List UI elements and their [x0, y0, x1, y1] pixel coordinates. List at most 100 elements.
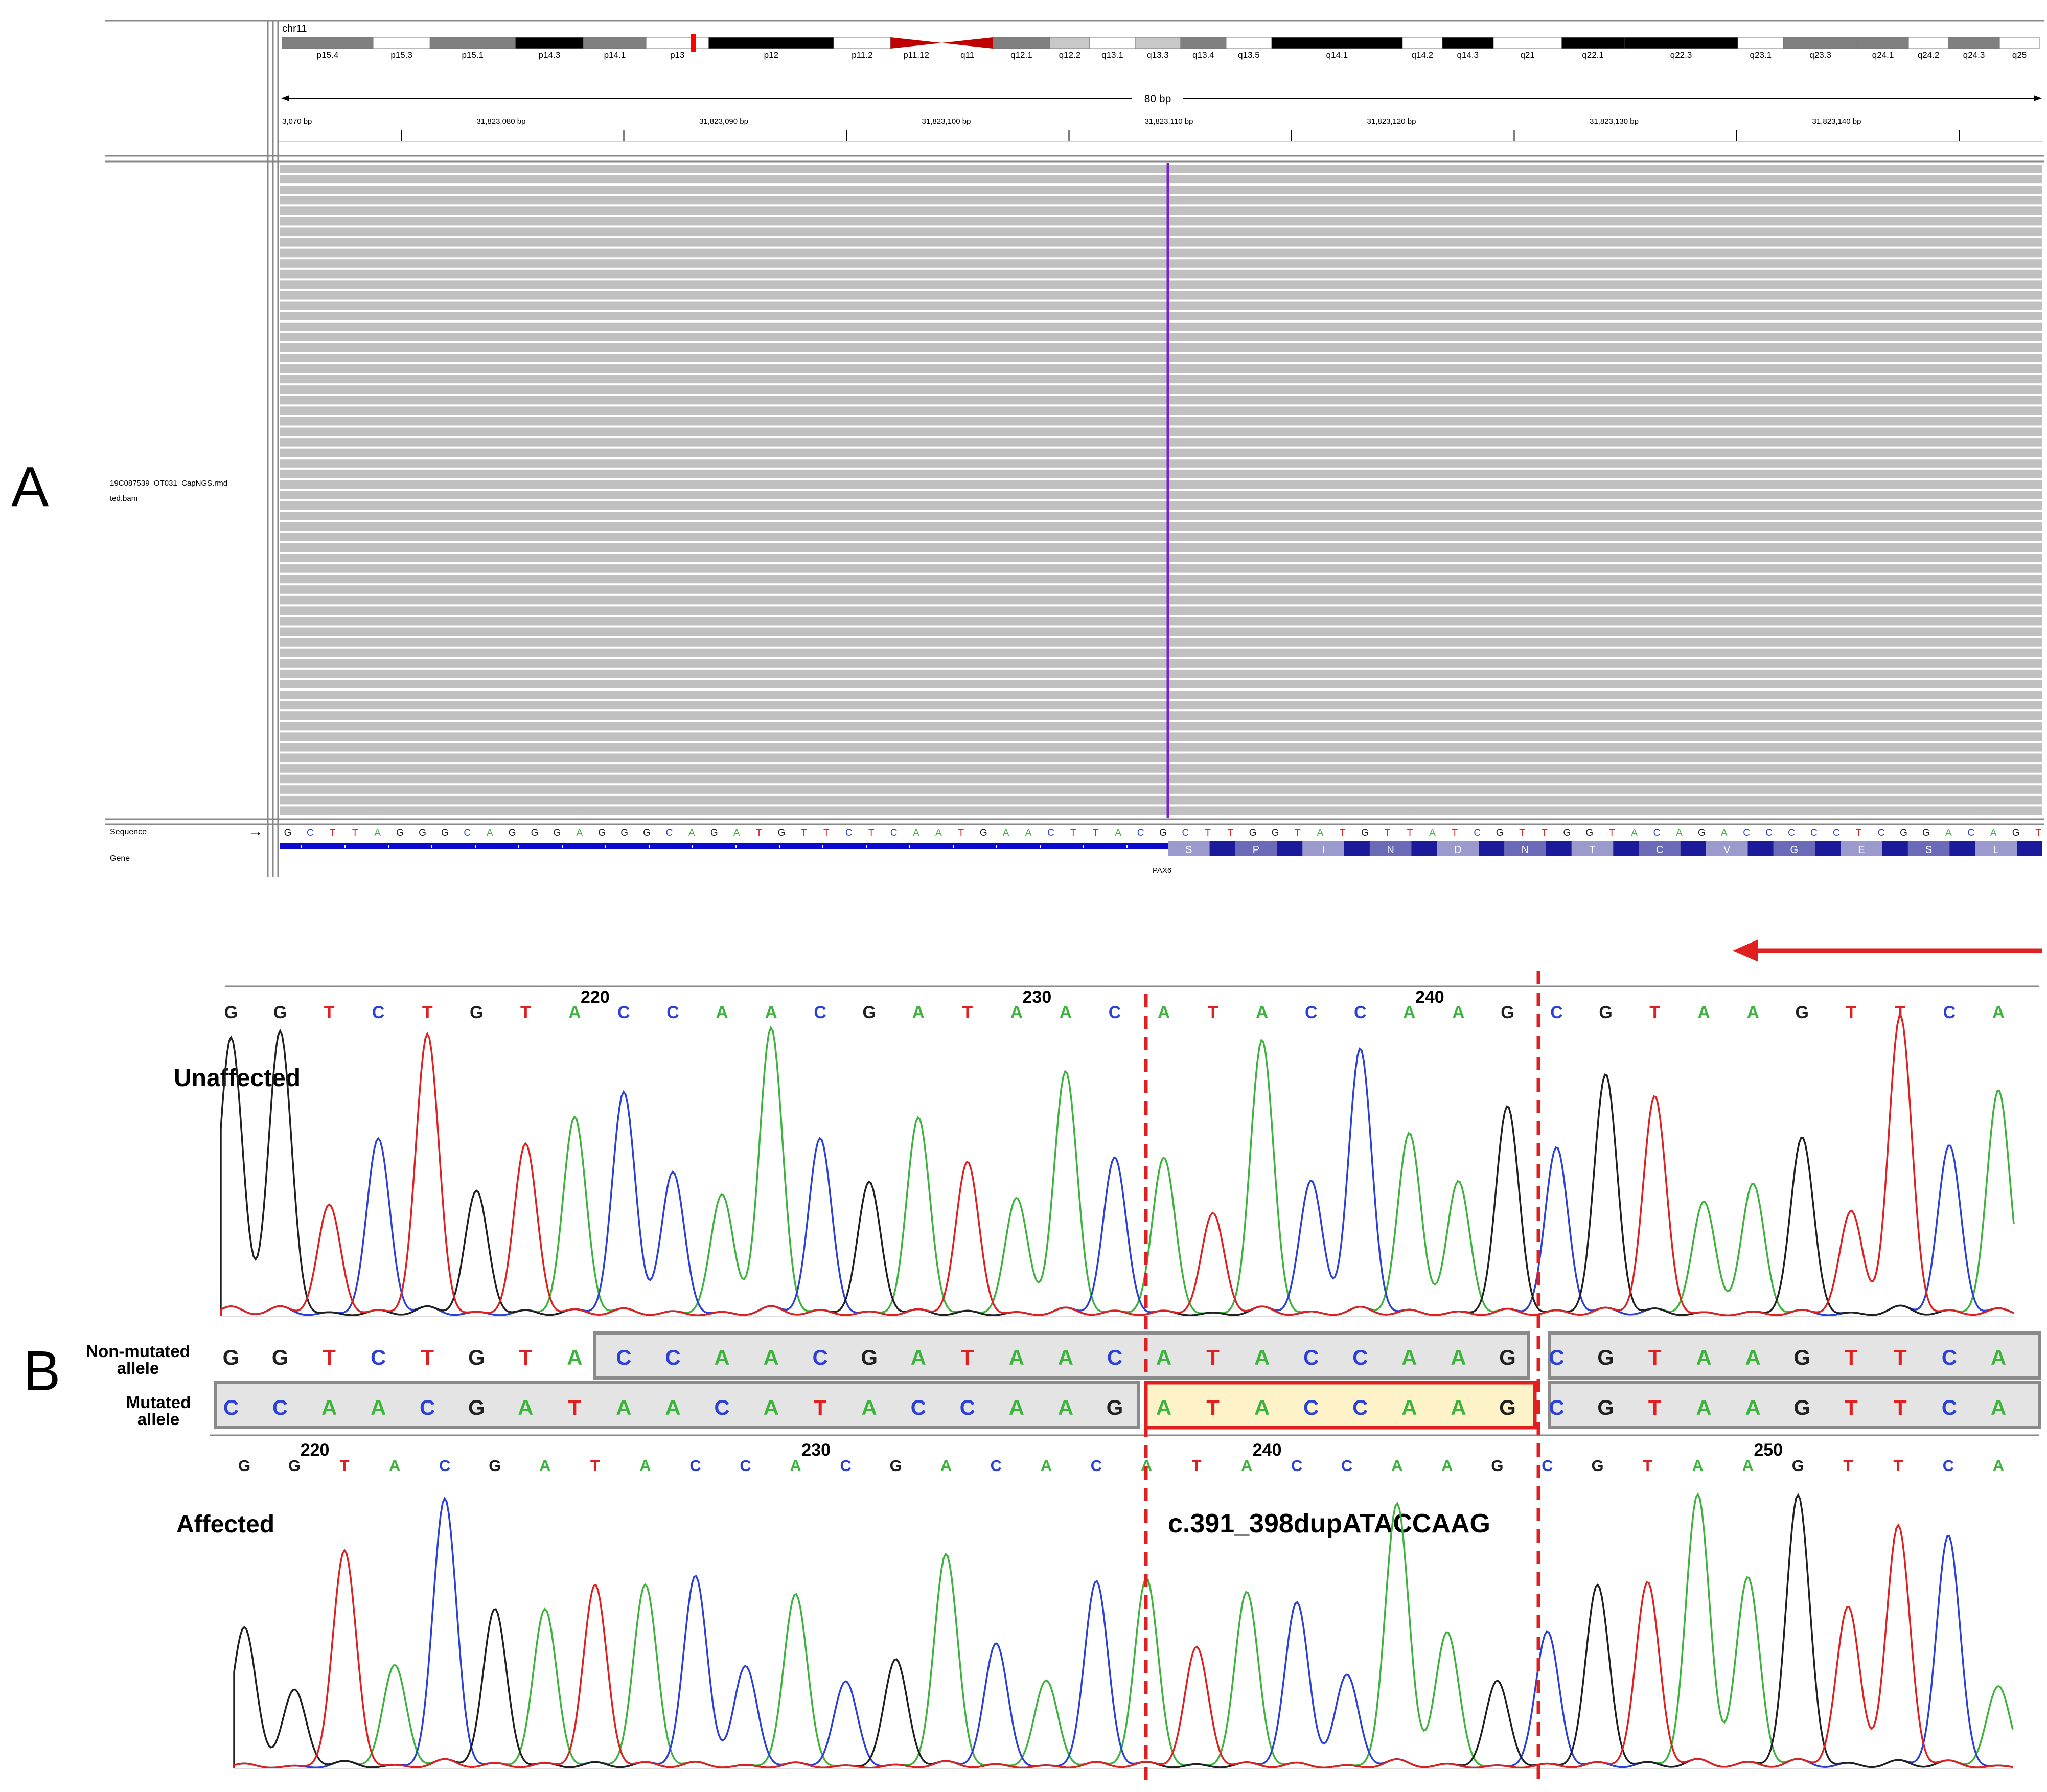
base-call: A	[763, 1345, 778, 1369]
base-call: C	[617, 1003, 630, 1022]
affected-chromatogram-trace	[233, 1492, 2014, 1769]
reference-base: G	[1698, 828, 1706, 838]
base-call: A	[1746, 1003, 1759, 1022]
reference-base: A	[733, 828, 740, 838]
ideogram-band	[1271, 37, 1403, 49]
trace-c	[220, 1047, 2014, 1317]
position-label: 230	[1023, 987, 1052, 1007]
base-call: G	[238, 1457, 250, 1475]
base-call: C	[1352, 1345, 1368, 1369]
ruler-tick-label: 31,823,110 bp	[1145, 117, 1193, 126]
reference-base: G	[1249, 828, 1257, 838]
base-call: A	[714, 1345, 729, 1369]
band-label: p14.1	[604, 50, 626, 60]
band-label: q14.1	[1326, 50, 1348, 60]
reference-base: T	[823, 828, 830, 838]
base-call: A	[862, 1395, 877, 1419]
amino-acid: N	[1522, 844, 1529, 856]
ideogram-band	[1049, 37, 1090, 49]
base-call: G	[861, 1345, 878, 1369]
nonmutated-label-line2: allele	[117, 1359, 159, 1377]
aligned-read	[280, 459, 2042, 468]
reference-base: A	[1115, 828, 1121, 838]
amino-acid: E	[1858, 844, 1865, 856]
amino-acid: N	[1387, 844, 1394, 856]
aligned-read	[280, 606, 2042, 615]
reference-base: C	[1878, 828, 1885, 838]
base-call: A	[1391, 1457, 1402, 1475]
ideogram-band	[1737, 37, 1784, 49]
ideogram-band	[646, 37, 709, 49]
base-call: A	[1441, 1457, 1453, 1475]
reference-base: T	[1227, 828, 1233, 838]
base-call: C	[812, 1345, 827, 1369]
amino-acid: V	[1723, 844, 1731, 856]
trace-t	[220, 1015, 2014, 1317]
ideogram-band	[1089, 37, 1136, 49]
base-call: A	[763, 1395, 778, 1419]
base-call: T	[1895, 1003, 1905, 1022]
base-call: C	[1942, 1345, 1957, 1369]
reference-base: A	[1631, 828, 1638, 838]
reference-base: A	[688, 828, 695, 838]
base-call: A	[1041, 1457, 1052, 1475]
aligned-read	[280, 669, 2042, 678]
base-call: T	[324, 1003, 335, 1022]
aligned-read	[280, 312, 2042, 320]
aligned-read	[280, 512, 2042, 520]
base-call: A	[1254, 1345, 1270, 1369]
ideogram-band	[1493, 37, 1562, 49]
band-label: q14.3	[1457, 50, 1479, 60]
reference-base: G	[643, 828, 651, 838]
span-label: 80 bp	[1144, 93, 1171, 105]
sequence-strand-arrow-icon[interactable]: →	[248, 823, 263, 840]
base-call: C	[372, 1003, 385, 1022]
base-call: G	[862, 1003, 876, 1022]
base-call: T	[962, 1003, 973, 1022]
base-call: C	[420, 1395, 435, 1419]
mutated-label-line2: allele	[137, 1410, 180, 1429]
gene-name: PAX6	[1153, 866, 1171, 875]
band-label: q21	[1520, 50, 1534, 60]
codon-block	[1907, 841, 1950, 856]
base-call: C	[1354, 1003, 1367, 1022]
reference-base: G	[531, 828, 539, 838]
base-call: C	[714, 1395, 729, 1419]
ruler-tick-label: 31,823,080 bp	[477, 117, 526, 126]
reference-base: G	[778, 828, 786, 838]
band-label: p15.3	[390, 50, 412, 60]
reference-base: A	[935, 828, 942, 838]
band-label: q13.3	[1147, 50, 1169, 60]
track-name-line2: ted.bam	[110, 494, 137, 503]
trace-t	[233, 1523, 2013, 1769]
aligned-read	[280, 217, 2042, 226]
base-call: G	[1499, 1345, 1516, 1369]
base-call: C	[1305, 1003, 1318, 1022]
aligned-read	[280, 259, 2042, 268]
reference-base: T	[868, 828, 875, 838]
mutated-allele-boxes	[214, 1381, 2041, 1430]
ideogram-band	[373, 37, 430, 49]
aligned-read	[280, 290, 2042, 300]
aligned-read	[280, 385, 2042, 394]
base-call: A	[1993, 1457, 2004, 1475]
reference-base: A	[1990, 828, 1997, 838]
base-call: A	[1254, 1395, 1270, 1419]
base-call: G	[468, 1395, 485, 1419]
reference-base: A	[487, 828, 493, 838]
reference-base: T	[1609, 828, 1615, 838]
reference-base: C	[1182, 828, 1189, 838]
reference-base: G	[598, 828, 606, 838]
centromere-q	[941, 37, 993, 49]
position-label: 240	[1253, 1440, 1282, 1460]
base-call: T	[1846, 1003, 1856, 1022]
aligned-read	[280, 269, 2042, 279]
base-call: T	[422, 1003, 433, 1022]
aligned-read	[280, 785, 2042, 794]
band-label: q23.1	[1750, 50, 1772, 60]
base-call: A	[1745, 1345, 1761, 1369]
aligned-read	[280, 701, 2042, 710]
base-call: G	[1501, 1003, 1514, 1022]
ideogram-band	[1908, 37, 1949, 49]
